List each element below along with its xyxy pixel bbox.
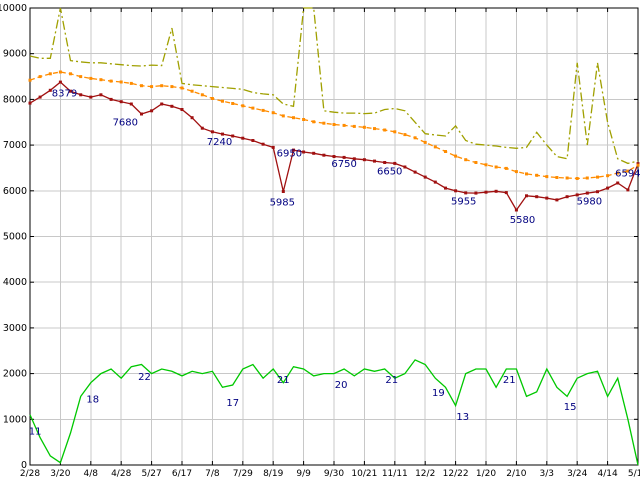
svg-text:6/17: 6/17 [172,469,192,479]
svg-text:7/29: 7/29 [233,469,253,479]
svg-text:17: 17 [226,398,239,409]
svg-text:9000: 9000 [3,49,27,60]
svg-text:21: 21 [503,375,516,386]
svg-text:21: 21 [277,375,290,386]
svg-text:4/14: 4/14 [597,469,617,479]
svg-text:5/12: 5/12 [628,469,640,479]
svg-text:9/30: 9/30 [324,469,344,479]
svg-text:6750: 6750 [331,159,356,170]
svg-text:4/8: 4/8 [84,469,99,479]
svg-text:8/19: 8/19 [263,469,283,479]
svg-text:13: 13 [456,412,469,423]
svg-text:2/10: 2/10 [506,469,526,479]
svg-text:7/8: 7/8 [205,469,220,479]
svg-text:10000: 10000 [0,3,27,14]
svg-text:12/22: 12/22 [443,469,469,479]
svg-text:6000: 6000 [3,186,27,197]
svg-text:19: 19 [432,388,445,399]
svg-text:18: 18 [86,395,99,406]
svg-text:6950: 6950 [277,148,302,159]
svg-text:2000: 2000 [3,369,27,380]
svg-text:5/27: 5/27 [141,469,161,479]
svg-text:6650: 6650 [377,167,402,178]
svg-text:2/28: 2/28 [20,469,40,479]
svg-text:5985: 5985 [270,198,295,209]
svg-text:1/20: 1/20 [476,469,496,479]
svg-text:5955: 5955 [451,196,476,207]
svg-text:4000: 4000 [3,277,27,288]
svg-text:3/24: 3/24 [567,469,587,479]
svg-text:5580: 5580 [510,215,535,226]
svg-text:11/11: 11/11 [382,469,408,479]
svg-text:21: 21 [385,375,398,386]
svg-text:8000: 8000 [3,94,27,105]
svg-text:6594: 6594 [615,168,640,179]
svg-text:11: 11 [29,427,42,438]
svg-text:3000: 3000 [3,323,27,334]
svg-text:9/9: 9/9 [296,469,311,479]
svg-text:8379: 8379 [52,89,77,100]
svg-text:10/21: 10/21 [351,469,377,479]
svg-text:3/3: 3/3 [540,469,554,479]
svg-text:20: 20 [335,380,348,391]
svg-text:7240: 7240 [207,137,232,148]
svg-text:5000: 5000 [3,232,27,243]
svg-text:1000: 1000 [3,414,27,425]
svg-text:4/28: 4/28 [111,469,131,479]
svg-text:3/20: 3/20 [50,469,70,479]
svg-text:5980: 5980 [577,196,602,207]
svg-text:0: 0 [21,460,27,471]
svg-text:22: 22 [138,372,151,383]
svg-text:15: 15 [564,402,577,413]
svg-text:7680: 7680 [113,117,138,128]
svg-text:7000: 7000 [3,140,27,151]
svg-text:12/2: 12/2 [415,469,435,479]
